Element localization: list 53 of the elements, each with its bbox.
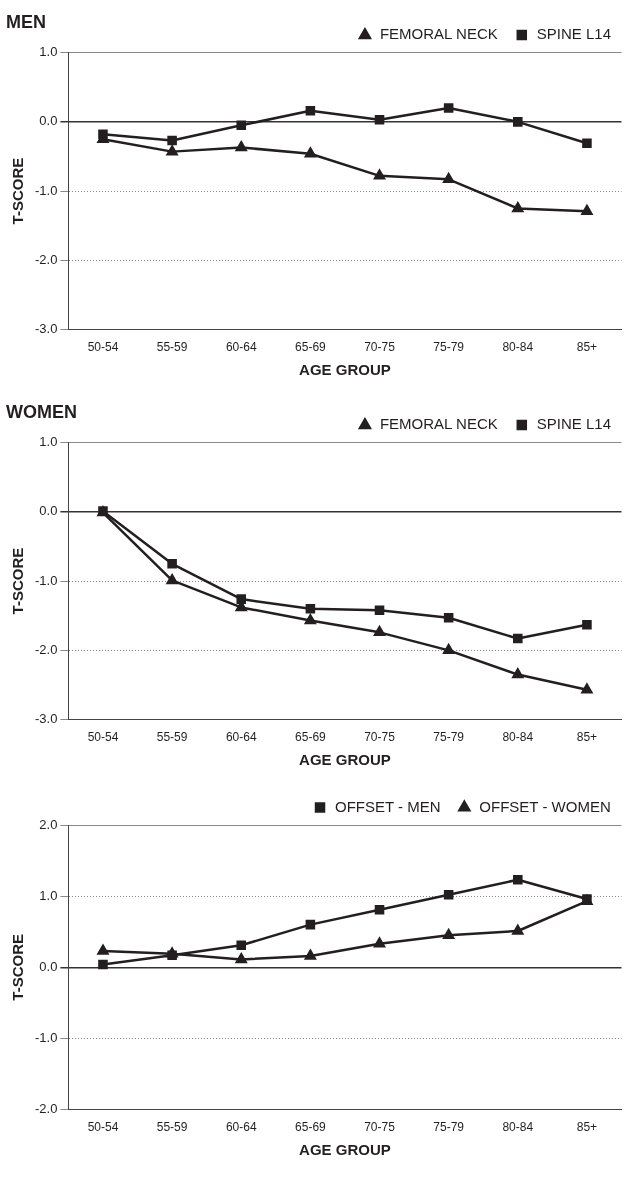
x-axis-title: AGE GROUP <box>299 751 391 769</box>
legend-label: OFFSET - WOMEN <box>479 797 611 815</box>
y-tick-label: -3.0 <box>34 321 58 337</box>
x-tick-label: 85+ <box>576 730 598 745</box>
x-axis-title: AGE GROUP <box>299 361 391 379</box>
x-tick-label: 75-79 <box>433 730 465 745</box>
x-tick-label: 70-75 <box>364 730 396 745</box>
x-tick-label: 80-84 <box>502 730 534 745</box>
x-tick-label: 55-59 <box>156 730 188 745</box>
y-tick-label: 1.0 <box>39 434 58 450</box>
y-tick-label: -2.0 <box>34 641 58 657</box>
x-tick-label: 70-75 <box>364 1120 396 1135</box>
x-tick-label: 55-59 <box>156 340 188 355</box>
x-tick-label: 85+ <box>576 340 598 355</box>
y-tick-label: -1.0 <box>34 1030 58 1046</box>
y-tick-label: 2.0 <box>39 816 58 832</box>
y-axis-title: T-SCORE <box>9 933 27 1001</box>
legend-label: SPINE L14 <box>536 25 612 43</box>
x-axis-title: AGE GROUP <box>299 1141 391 1159</box>
legend-label: FEMORAL NECK <box>379 25 498 43</box>
x-tick-label: 55-59 <box>156 1120 188 1135</box>
chart-title: MEN <box>6 11 46 32</box>
x-tick-label: 75-79 <box>433 1120 465 1135</box>
x-tick-label: 70-75 <box>364 340 396 355</box>
legend-label: SPINE L14 <box>536 415 612 433</box>
x-tick-label: 65-69 <box>295 340 327 355</box>
y-tick-label: -3.0 <box>34 711 58 727</box>
x-tick-label: 50-54 <box>87 340 119 355</box>
y-tick-label: 1.0 <box>39 44 58 60</box>
x-tick-label: 60-64 <box>225 1120 257 1135</box>
x-tick-label: 50-54 <box>87 730 119 745</box>
chart-title: WOMEN <box>6 401 77 422</box>
x-tick-label: 60-64 <box>225 730 257 745</box>
x-tick-label: 75-79 <box>433 340 465 355</box>
y-tick-label: -1.0 <box>34 572 58 588</box>
y-tick-label: -1.0 <box>34 182 58 198</box>
y-tick-label: 1.0 <box>39 887 58 903</box>
x-tick-label: 80-84 <box>502 1120 534 1135</box>
x-tick-label: 85+ <box>576 1120 598 1135</box>
y-axis-title: T-SCORE <box>9 547 27 615</box>
y-tick-label: -2.0 <box>34 251 58 267</box>
legend-label: OFFSET - MEN <box>335 797 441 815</box>
x-tick-label: 65-69 <box>295 730 327 745</box>
y-tick-label: 0.0 <box>39 958 58 974</box>
y-tick-label: -2.0 <box>34 1101 58 1117</box>
y-tick-label: 0.0 <box>39 113 58 129</box>
x-tick-label: 80-84 <box>502 340 534 355</box>
y-tick-label: 0.0 <box>39 503 58 519</box>
x-tick-label: 65-69 <box>295 1120 327 1135</box>
x-tick-label: 50-54 <box>87 1120 119 1135</box>
legend-label: FEMORAL NECK <box>379 415 498 433</box>
x-tick-label: 60-64 <box>225 340 257 355</box>
y-axis-title: T-SCORE <box>9 157 27 225</box>
